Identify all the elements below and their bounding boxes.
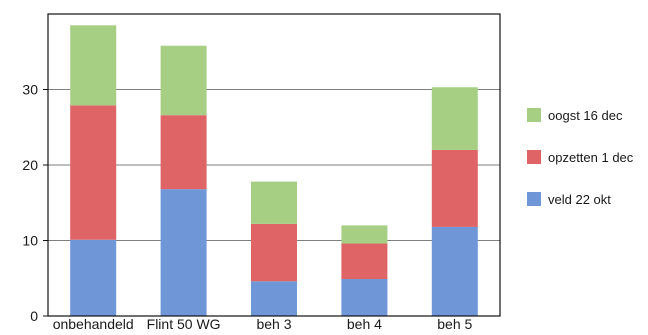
bar-1-series-3 bbox=[70, 25, 117, 106]
legend-label-1: oogst 16 dec bbox=[548, 108, 623, 123]
x-category-label-5: beh 5 bbox=[437, 316, 472, 330]
bar-2-series-3 bbox=[160, 45, 207, 116]
x-category-label-1: onbehandeld bbox=[53, 316, 134, 330]
bar-5-series-1 bbox=[431, 226, 478, 316]
y-tick-label-30: 30 bbox=[22, 82, 38, 98]
legend-swatch-2 bbox=[527, 150, 541, 164]
bar-3-series-1 bbox=[251, 281, 297, 316]
x-category-label-3: beh 3 bbox=[256, 316, 291, 330]
legend-swatch-1 bbox=[527, 108, 541, 122]
bar-5-series-2 bbox=[431, 149, 478, 227]
y-tick-label-0: 0 bbox=[30, 308, 38, 324]
bar-5-series-3 bbox=[431, 87, 478, 150]
bar-1-series-1 bbox=[70, 239, 117, 316]
x-category-label-4: beh 4 bbox=[347, 316, 382, 330]
bar-3-series-3 bbox=[251, 181, 297, 224]
bar-2-series-1 bbox=[160, 189, 207, 316]
legend-swatch-3 bbox=[527, 192, 541, 206]
bar-4-series-2 bbox=[341, 243, 388, 280]
bar-1-series-2 bbox=[70, 105, 117, 240]
x-axis-labels: onbehandeld Flint 50 WG beh 3 beh 4 beh 5 bbox=[53, 316, 473, 332]
bar-2-series-2 bbox=[160, 115, 207, 190]
y-axis-ticks: 0 10 20 30 bbox=[22, 82, 48, 324]
y-tick-label-20: 20 bbox=[22, 157, 38, 173]
bar-4-series-3 bbox=[341, 225, 388, 244]
x-category-label-2: Flint 50 WG bbox=[147, 316, 221, 330]
y-tick-label-10: 10 bbox=[22, 233, 38, 249]
legend-label-2: opzetten 1 dec bbox=[548, 150, 634, 165]
bars bbox=[70, 25, 478, 316]
legend-label-3: veld 22 okt bbox=[548, 192, 611, 207]
bar-4-series-1 bbox=[341, 279, 388, 316]
bar-3-series-2 bbox=[251, 223, 297, 282]
legend: oogst 16 dec opzetten 1 dec veld 22 okt bbox=[527, 108, 634, 207]
